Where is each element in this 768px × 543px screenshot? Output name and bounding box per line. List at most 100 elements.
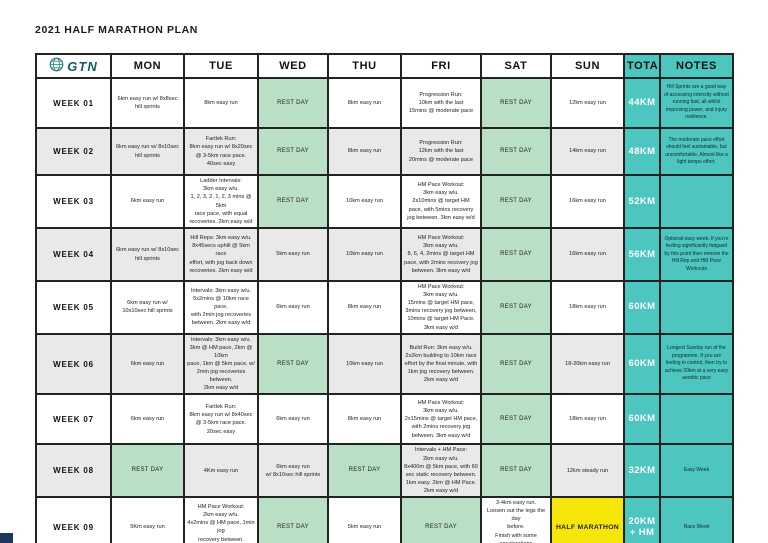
mon-cell: 6km easy run w/ 8x10sec hill sprints [110,127,185,176]
wed-rest-day-cell: REST DAY [257,174,329,229]
mon-cell: 6km easy run [110,332,185,396]
wed-cell: 5km easy run [257,227,329,282]
sat-rest-day-cell: REST DAY [480,174,552,229]
total-cell: 32KM [623,443,661,499]
mon-cell: 6km easy run w/ 8x8sec hill sprints [110,77,185,129]
sat-cell: 3-4km easy run. Loosen out the legs the … [480,496,552,543]
week-row-05: WEEK 05 6km easy run w/ 10x10sec hill sp… [35,280,734,335]
thu-cell: 10km easy run [327,332,402,396]
mon-cell: 6km easy run w/ 10x10sec hill sprints [110,280,185,335]
total-cell: 60KM [623,280,661,335]
week-label-cell: WEEK 03 [35,174,112,229]
header-row: GTN MON TUE WED THU FRI SAT SUN TOTAL NO… [35,53,734,79]
tue-cell: Fartlek Run: 8km easy run w/ 8x20sec @ 3… [183,127,259,176]
notes-cell [659,280,734,335]
thu-cell: 10km easy run [327,227,402,282]
wed-rest-day-cell: REST DAY [257,332,329,396]
training-plan-table: GTN MON TUE WED THU FRI SAT SUN TOTAL NO… [35,53,734,543]
total-cell: 60KM [623,332,661,396]
week-label-cell: WEEK 04 [35,227,112,282]
week-row-08: WEEK 08 REST DAY 4Km easy run 6km easy r… [35,443,734,499]
fri-cell: Progression Run: 12km with the last 20mi… [400,127,482,176]
week-row-07: WEEK 07 6km easy run Fartlek Run: 8km ea… [35,393,734,446]
total-cell: 60KM [623,393,661,446]
fri-cell: HM Pace Workout: 3km easy w/u. 2x10mins … [400,174,482,229]
week-label-cell: WEEK 02 [35,127,112,176]
sun-cell: 12km easy run [550,77,625,129]
header-mon: MON [110,53,185,79]
week-label-cell: WEEK 08 [35,443,112,499]
thu-cell: 8km easy run [327,393,402,446]
wed-cell: 6km easy run w/ 8x10sec hill sprints [257,443,329,499]
tue-cell: Fartlek Run: 8km easy run w/ 8x40sec @ 3… [183,393,259,446]
week-label-cell: WEEK 07 [35,393,112,446]
header-notes: NOTES [659,53,734,79]
week-label-cell: WEEK 09 [35,496,112,543]
tue-cell: 8km easy run [183,77,259,129]
week-label-cell: WEEK 05 [35,280,112,335]
week-row-09: WEEK 09 5Km easy run HM Pace Workout: 2k… [35,496,734,543]
wed-cell: 6km easy run [257,393,329,446]
week-row-02: WEEK 02 6km easy run w/ 8x10sec hill spr… [35,127,734,176]
sun-cell: 18km easy run [550,393,625,446]
fri-cell: Build Run: 3km easy w/u. 2x2km building … [400,332,482,396]
fri-cell: HM Pace Workout: 3km easy w/u. 8, 6, 4, … [400,227,482,282]
mon-cell: 6km easy run [110,393,185,446]
week-row-06: WEEK 06 6km easy run Intervals: 3km easy… [35,332,734,396]
sat-rest-day-cell: REST DAY [480,280,552,335]
header-wed: WED [257,53,329,79]
week-row-03: WEEK 03 6km easy run Ladder Intervals: 3… [35,174,734,229]
wed-cell: 6km easy run [257,280,329,335]
gtn-logo-text: GTN [67,58,98,74]
header-sat: SAT [480,53,552,79]
thu-cell: 8km easy run [327,127,402,176]
header-sun: SUN [550,53,625,79]
mon-cell: 6km easy run [110,174,185,229]
sun-cell: 16km easy run [550,227,625,282]
week-label-cell: WEEK 01 [35,77,112,129]
header-total: TOTAL [623,53,661,79]
notes-cell [659,393,734,446]
header-tue: TUE [183,53,259,79]
tue-cell: Hill Reps: 3km easy w/u. 8x45secs uphill… [183,227,259,282]
total-cell: 56KM [623,227,661,282]
notes-cell: Easy Week [659,443,734,499]
tue-cell: HM Pace Workout: 2km easy w/u. 4x2mins @… [183,496,259,543]
week-row-04: WEEK 04 6km easy run w/ 8x10sec hill spr… [35,227,734,282]
week-row-01: WEEK 01 6km easy run w/ 8x8sec hill spri… [35,77,734,129]
total-cell: 44KM [623,77,661,129]
sat-rest-day-cell: REST DAY [480,227,552,282]
sun-cell: 18km easy run [550,280,625,335]
sun-cell: 18-20km easy run [550,332,625,396]
sat-rest-day-cell: REST DAY [480,332,552,396]
sun-half-marathon-cell: HALF MARATHON [550,496,625,543]
gtn-globe-icon [49,57,64,75]
total-cell: 48KM [623,127,661,176]
sun-cell: 12km steady run [550,443,625,499]
notes-cell: Longest Sunday run of the programme. If … [659,332,734,396]
fri-cell: Intervals + HM Pace: 2km easy w/u. 8x400… [400,443,482,499]
sun-cell: 16km easy run [550,174,625,229]
sat-rest-day-cell: REST DAY [480,393,552,446]
wed-rest-day-cell: REST DAY [257,127,329,176]
sat-rest-day-cell: REST DAY [480,77,552,129]
thu-cell: 8km easy run [327,77,402,129]
page-title: 2021 HALF MARATHON PLAN [35,24,198,36]
fri-cell: HM Pace Workout: 3km easy w/u. 15mins @ … [400,280,482,335]
notes-cell: Optional easy week. If you're feeling si… [659,227,734,282]
notes-cell: Race Week [659,496,734,543]
fri-rest-day-cell: REST DAY [400,496,482,543]
page-corner-badge [0,533,13,543]
fri-cell: Progression Run: 10km with the last 15mi… [400,77,482,129]
thu-rest-day-cell: REST DAY [327,443,402,499]
tue-cell: Intervals: 3km easy w/u. 3km @ HM pace, … [183,332,259,396]
logo-cell: GTN [35,53,112,79]
sat-rest-day-cell: REST DAY [480,443,552,499]
tue-cell: Intervals: 3km easy w/u. 5x2mins @ 10km … [183,280,259,335]
wed-rest-day-cell: REST DAY [257,77,329,129]
week-label-cell: WEEK 06 [35,332,112,396]
thu-cell: 8km easy run [327,280,402,335]
sun-cell: 14km easy run [550,127,625,176]
mon-rest-day-cell: REST DAY [110,443,185,499]
